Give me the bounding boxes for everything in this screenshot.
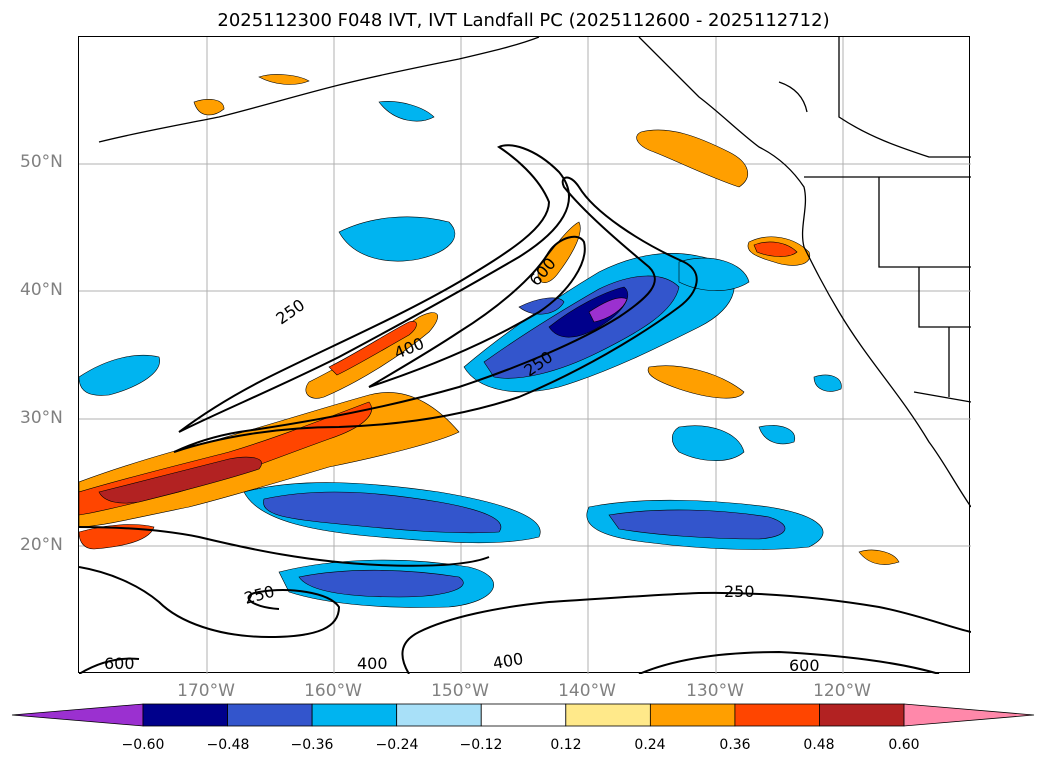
- colorbar-segment: [311, 703, 398, 727]
- lon-label-170w: 170°W: [177, 681, 235, 701]
- lon-label-150w: 150°W: [431, 681, 489, 701]
- map-panel: 250 400 600 250 250 600 400 400 250 600: [78, 36, 972, 675]
- colorbar-tick: 0.12: [550, 737, 582, 753]
- colorbar-segment: [142, 703, 228, 727]
- colorbar-tick: 0.48: [803, 737, 835, 753]
- lon-label-130w: 130°W: [686, 681, 744, 701]
- contour-label: 600: [789, 656, 820, 674]
- colorbar-tick: −0.48: [206, 737, 250, 753]
- lon-label-140w: 140°W: [558, 681, 616, 701]
- colorbar-extend-min: [11, 703, 144, 727]
- colorbar-tick: −0.24: [375, 737, 419, 753]
- ivt-contours: [78, 144, 972, 675]
- contour-label: 250: [724, 582, 755, 601]
- colorbar-segment: [396, 703, 482, 727]
- colorbar-segment: [480, 703, 567, 727]
- colorbar-segment: [565, 703, 651, 727]
- colorbar-segment: [734, 703, 820, 727]
- colorbar-tick: −0.36: [290, 737, 334, 753]
- contour-label: 600: [104, 654, 135, 673]
- lon-label-160w: 160°W: [304, 681, 362, 701]
- contour-label: 250: [242, 582, 276, 608]
- colorbar-segment: [649, 703, 736, 727]
- lat-label-20n: 20°N: [20, 535, 63, 555]
- contour-label: 250: [272, 295, 308, 328]
- negative-anomaly-fill: [78, 101, 842, 608]
- map-title: 2025112300 F048 IVT, IVT Landfall PC (20…: [217, 10, 830, 31]
- contour-label: 400: [491, 649, 524, 673]
- colorbar-tick: −0.12: [459, 737, 503, 753]
- contour-label: 400: [357, 654, 388, 673]
- colorbar: [11, 703, 1035, 727]
- colorbar-segment: [819, 703, 905, 727]
- lat-label-30n: 30°N: [20, 408, 63, 428]
- positive-anomaly-fill: [78, 74, 900, 565]
- colorbar-extend-max: [903, 703, 1035, 727]
- colorbar-segment: [227, 703, 313, 727]
- colorbar-tick: 0.60: [888, 737, 920, 753]
- coastlines: [98, 36, 972, 508]
- lat-label-40n: 40°N: [20, 280, 63, 300]
- colorbar-tick: −0.60: [121, 737, 165, 753]
- colorbar-tick: 0.24: [634, 737, 666, 753]
- map-canvas: 250 400 600 250 250 600 400 400 250 600: [78, 36, 972, 675]
- colorbar-tick: 0.36: [719, 737, 751, 753]
- graticule: [79, 37, 971, 674]
- lon-label-120w: 120°W: [813, 681, 871, 701]
- lat-label-50n: 50°N: [20, 152, 63, 172]
